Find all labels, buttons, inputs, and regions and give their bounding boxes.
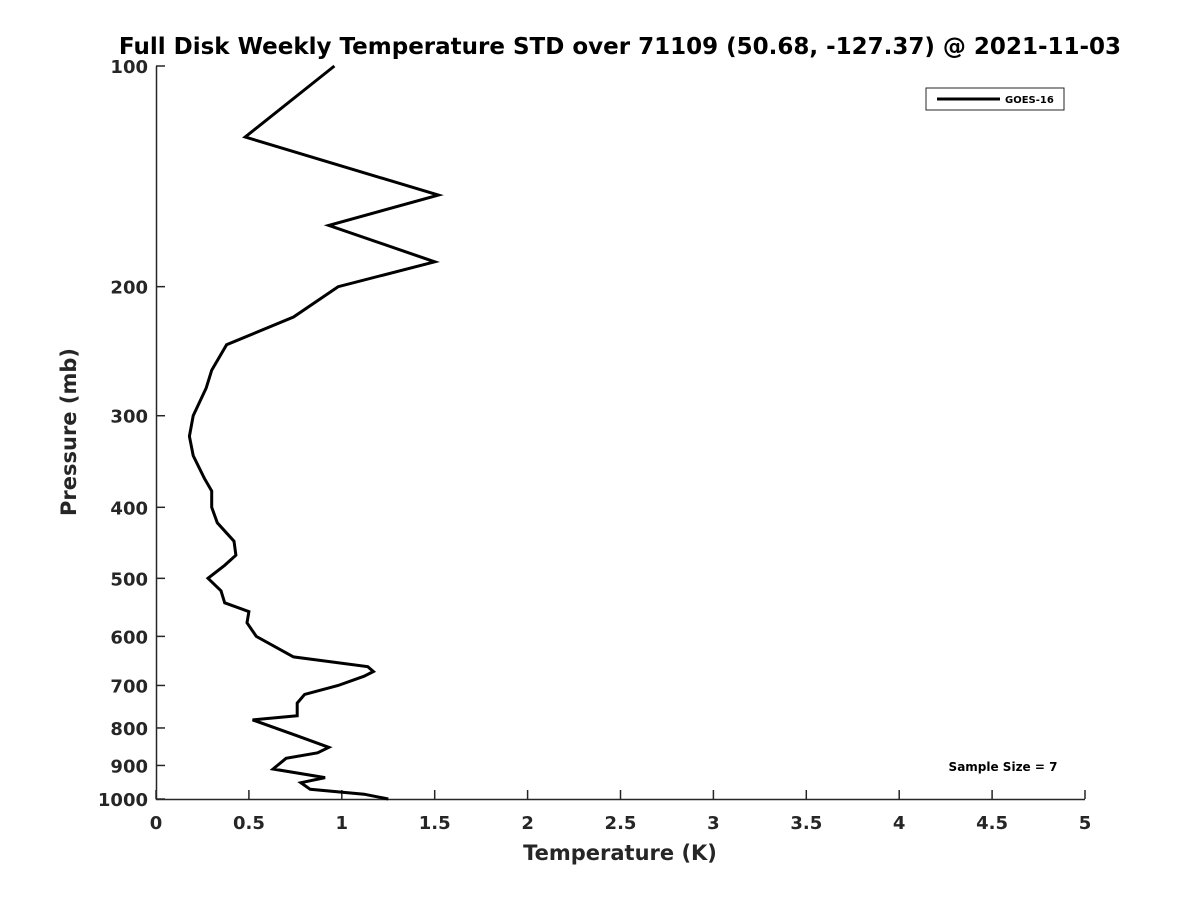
x-tick-label: 3 bbox=[707, 813, 720, 834]
x-axis-label: Temperature (K) bbox=[523, 841, 717, 865]
x-ticks: 0 0.5 1 1.5 2 2.5 3 3.5 4 4.5 5 bbox=[150, 790, 1092, 834]
y-tick-label: 900 bbox=[110, 756, 148, 777]
x-tick-label: 4 bbox=[893, 813, 906, 834]
x-tick-label: 0 bbox=[150, 813, 163, 834]
y-tick-label: 200 bbox=[110, 278, 148, 299]
x-tick-label: 2 bbox=[521, 813, 534, 834]
sample-size-annotation: Sample Size = 7 bbox=[949, 760, 1058, 774]
x-tick-label: 0.5 bbox=[233, 813, 265, 834]
y-tick-label: 100 bbox=[110, 57, 148, 78]
y-tick-label: 600 bbox=[110, 627, 148, 648]
series-layer bbox=[187, 64, 444, 801]
x-tick-label: 5 bbox=[1079, 813, 1092, 834]
legend: GOES-16 bbox=[925, 87, 1065, 111]
x-tick-label: 2.5 bbox=[605, 813, 637, 834]
y-tick-label: 700 bbox=[110, 676, 148, 697]
y-axis-label: Pressure (mb) bbox=[57, 348, 81, 516]
x-tick-label: 1 bbox=[336, 813, 349, 834]
y-tick-label: 1000 bbox=[98, 790, 148, 811]
chart-title: Full Disk Weekly Temperature STD over 71… bbox=[119, 34, 1121, 60]
y-tick-label: 300 bbox=[110, 407, 148, 428]
x-tick-label: 4.5 bbox=[976, 813, 1008, 834]
x-tick-label: 3.5 bbox=[790, 813, 822, 834]
y-tick-label: 500 bbox=[110, 569, 148, 590]
series-line-goes-16 bbox=[187, 64, 444, 801]
y-tick-label: 800 bbox=[110, 719, 148, 740]
plot-axes bbox=[155, 66, 1085, 801]
y-tick-label: 400 bbox=[110, 498, 148, 519]
legend-label-goes-16: GOES-16 bbox=[1005, 95, 1054, 106]
y-ticks: 100 200 300 400 500 600 700 800 900 1000 bbox=[98, 57, 165, 811]
x-tick-label: 1.5 bbox=[419, 813, 451, 834]
